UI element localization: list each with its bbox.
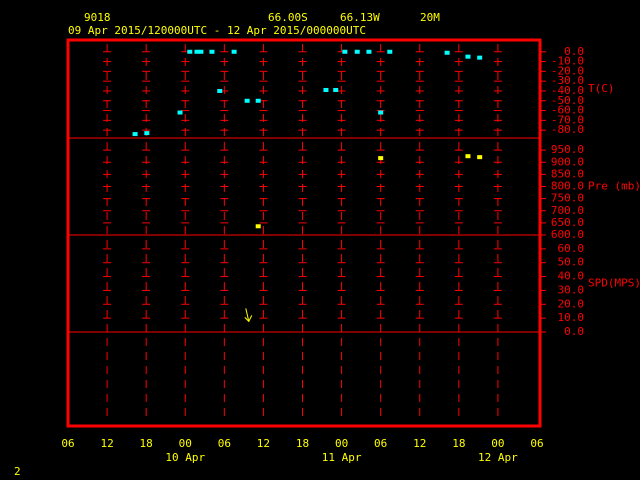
data-point <box>209 49 215 54</box>
data-point <box>342 49 348 54</box>
period: 09 Apr 2015/120000UTC - 12 Apr 2015/0000… <box>68 24 366 37</box>
y-tick-label: -40.0 <box>551 84 584 97</box>
y-tick-label: 900.0 <box>551 155 584 168</box>
x-tick-label: 06 <box>61 437 74 450</box>
latitude: 66.00S <box>268 11 308 24</box>
data-point <box>255 98 261 103</box>
data-point <box>323 87 329 92</box>
x-tick-label: 12 <box>100 437 113 450</box>
y-tick-label: 40.0 <box>558 270 585 283</box>
y-tick-label: -20.0 <box>551 64 584 77</box>
y-tick-label: 50.0 <box>558 256 585 269</box>
x-tick-label: 18 <box>140 437 153 450</box>
data-point <box>144 131 150 136</box>
x-tick-label: 00 <box>491 437 504 450</box>
x-tick-label: 18 <box>296 437 309 450</box>
y-tick-label: 20.0 <box>558 297 585 310</box>
plot-area: 06 12 18 00 06 12 18 00 06 12 18 00 06 10 Apr 11 Apr 12… <box>61 38 640 464</box>
y-tick-label: 600.0 <box>551 228 584 241</box>
x-tick-label: 00 <box>335 437 348 450</box>
y-tick-label: -60.0 <box>551 104 584 117</box>
y-tick-label: 700.0 <box>551 204 584 217</box>
page-number: 2 <box>14 465 21 478</box>
y-tick-label: 30.0 <box>558 283 585 296</box>
panel-label: SPD(MPS) <box>588 277 640 290</box>
y-tick-label: -50.0 <box>551 94 584 107</box>
x-tick-label: 00 <box>179 437 192 450</box>
panel-label: T(C) <box>588 82 615 95</box>
panel-label: Pre (mb) <box>588 180 640 193</box>
y-tick-label: 0.0 <box>564 45 584 58</box>
y-tick-label: 950.0 <box>551 143 584 156</box>
x-tick-label: 12 <box>413 437 426 450</box>
data-point <box>244 98 250 103</box>
y-tick-label: 850.0 <box>551 167 584 180</box>
wind-arrow <box>244 308 253 323</box>
x-tick-label: 06 <box>530 437 543 450</box>
elevation: 20M <box>420 11 440 24</box>
y-tick-label: 650.0 <box>551 216 584 229</box>
data-point <box>198 49 204 54</box>
data-point <box>477 155 483 160</box>
y-tick-label: 750.0 <box>551 192 584 205</box>
x-tick-label: 06 <box>374 437 387 450</box>
longitude: 66.13W <box>340 11 380 24</box>
data-point <box>255 224 261 229</box>
data-point <box>477 55 483 60</box>
data-point <box>177 110 183 115</box>
data-point <box>354 49 360 54</box>
y-tick-label: 800.0 <box>551 180 584 193</box>
y-tick-label: -80.0 <box>551 123 584 136</box>
data-point <box>444 50 450 55</box>
station-id: 9018 <box>84 11 111 24</box>
data-point <box>187 49 193 54</box>
x-tick-label: 06 <box>218 437 231 450</box>
data-point <box>231 49 237 54</box>
y-tick-label: 60.0 <box>558 242 585 255</box>
x-tick-label: 18 <box>452 437 465 450</box>
data-point <box>217 88 223 93</box>
y-tick-label: 10.0 <box>558 311 585 324</box>
x-tick-label: 12 <box>257 437 270 450</box>
data-point <box>132 132 138 137</box>
data-point <box>378 110 384 115</box>
y-tick-label: -10.0 <box>551 55 584 68</box>
data-point <box>366 49 372 54</box>
data-point <box>387 49 393 54</box>
date-label: 12 Apr <box>478 451 518 464</box>
data-point <box>333 87 339 92</box>
data-point <box>378 156 384 161</box>
data-point <box>194 49 200 54</box>
y-tick-label: -70.0 <box>551 113 584 126</box>
date-label: 10 Apr <box>165 451 205 464</box>
data-point <box>465 154 471 159</box>
y-tick-label: 0.0 <box>564 325 584 338</box>
y-tick-label: -30.0 <box>551 74 584 87</box>
frame <box>66 38 542 428</box>
date-label: 11 Apr <box>322 451 362 464</box>
data-point <box>465 54 471 59</box>
